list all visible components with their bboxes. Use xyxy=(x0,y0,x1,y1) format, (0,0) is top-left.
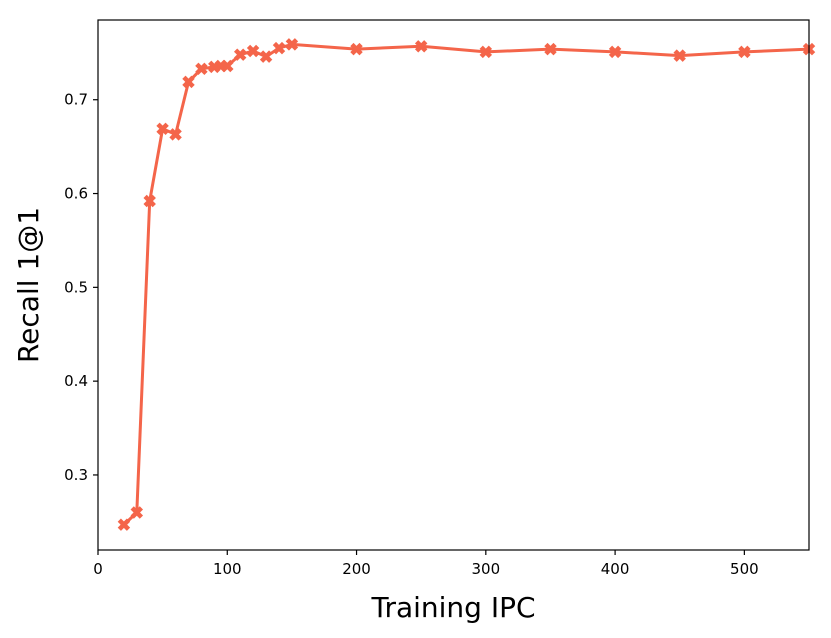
x-tick-label: 300 xyxy=(471,560,500,578)
data-point-marker xyxy=(673,49,686,62)
data-point-marker xyxy=(182,75,195,89)
data-point-marker xyxy=(479,45,493,59)
data-point-marker xyxy=(272,41,286,55)
series-layer xyxy=(117,38,816,531)
x-tick-label: 400 xyxy=(601,560,630,578)
x-tick-label: 100 xyxy=(213,560,242,578)
data-point-marker xyxy=(350,42,363,56)
x-tick-label: 500 xyxy=(730,560,759,578)
data-point-marker xyxy=(221,59,234,73)
data-point-marker xyxy=(414,40,428,53)
data-point-marker xyxy=(246,44,260,58)
data-point-marker xyxy=(285,38,299,51)
y-tick-label: 0.3 xyxy=(64,466,88,484)
y-tick-label: 0.5 xyxy=(64,278,88,296)
data-point-marker xyxy=(143,194,156,208)
x-tick-label: 0 xyxy=(93,560,103,578)
x-axis-title: Training IPC xyxy=(370,591,535,624)
x-tick-label: 200 xyxy=(342,560,371,578)
data-point-marker xyxy=(130,506,144,519)
data-point-marker xyxy=(544,42,557,56)
data-point-marker xyxy=(259,50,273,63)
series-line xyxy=(122,42,810,526)
data-point-marker xyxy=(169,128,182,141)
data-point-marker xyxy=(738,45,751,59)
x-axis-ticks: 0 100 200 300 400 500 xyxy=(93,550,759,578)
data-point-marker xyxy=(156,122,169,136)
data-point-marker xyxy=(608,45,622,59)
data-point-marker xyxy=(117,518,131,531)
y-tick-label: 0.6 xyxy=(64,185,88,203)
plot-area-frame xyxy=(97,19,810,551)
y-tick-label: 0.7 xyxy=(64,91,88,109)
y-axis-ticks: 0.3 0.4 0.5 0.6 0.7 xyxy=(64,91,98,484)
data-point-marker xyxy=(195,62,208,76)
y-axis-title: Recall 1@1 xyxy=(12,207,45,363)
data-point-marker xyxy=(233,48,247,61)
y-tick-label: 0.4 xyxy=(64,372,88,390)
